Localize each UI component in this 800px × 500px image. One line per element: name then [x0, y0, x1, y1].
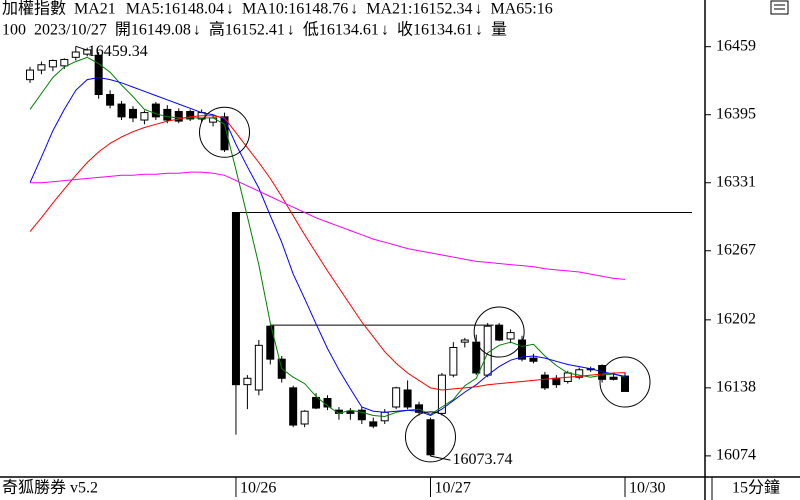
candle-body	[346, 410, 355, 414]
header-text: MA5:16148.04	[126, 1, 224, 18]
highlight-circle	[404, 411, 456, 463]
header-text: ↓	[226, 1, 234, 18]
header-text: MA21	[74, 1, 116, 18]
interval: 15分鐘	[732, 479, 780, 497]
y-tick-label: 16138	[716, 379, 756, 396]
candle-body	[518, 339, 527, 360]
header-text: ↓	[350, 1, 358, 18]
header: 加權指數 MA21 MA5:16148.04 ↓ MA10:16148.76 ↓ MA21:…	[2, 0, 553, 39]
candle-body	[540, 374, 549, 389]
header-text: MA65:16	[491, 1, 553, 18]
y-tick-label: 16395	[716, 105, 756, 122]
header-text: 2023/10/27	[34, 22, 107, 39]
header-text: 高16152.41	[209, 21, 285, 39]
candle-body	[209, 117, 218, 123]
candle-body	[357, 409, 366, 421]
candle-body	[71, 51, 80, 58]
candle-body	[403, 389, 412, 408]
window-icon[interactable]	[770, 0, 789, 15]
candle-body	[231, 211, 240, 386]
candle-body	[266, 325, 275, 360]
candle-body	[460, 339, 469, 343]
x-tick-label: 10/27	[434, 480, 470, 497]
header-text: 100	[2, 22, 26, 39]
header-text: ↓	[381, 22, 389, 39]
candle-body	[37, 64, 46, 71]
candle-body	[60, 58, 69, 67]
candle-body	[392, 387, 401, 408]
candle-body	[117, 103, 126, 118]
candle-body	[26, 69, 34, 81]
candle-body	[289, 387, 298, 426]
y-tick-label: 16459	[716, 37, 756, 54]
candle-body	[426, 419, 435, 456]
header-text: 收16134.61	[397, 21, 473, 39]
candle-body	[94, 54, 103, 96]
header-text: 開16149.08	[115, 22, 191, 39]
mask	[140, 478, 200, 500]
candle-body	[506, 332, 515, 340]
header-text: ↓	[193, 22, 201, 39]
header-text: MA10:16148.76	[242, 1, 348, 18]
candle-body	[163, 108, 172, 121]
candle-body	[254, 344, 263, 391]
candle-body	[48, 60, 57, 68]
candle-body	[128, 108, 137, 119]
candle-body	[369, 421, 378, 427]
candle-body	[106, 94, 115, 106]
high-label: 16459.34	[88, 43, 148, 60]
y-tick-label: 16202	[716, 311, 756, 328]
candle-body	[243, 377, 252, 386]
highlight-circle	[473, 306, 525, 358]
x-tick-label: 10/26	[240, 480, 276, 497]
candle-body	[312, 396, 321, 409]
candle-body	[151, 103, 160, 118]
header-text: 加權指數	[2, 0, 66, 18]
low-pointer	[430, 455, 451, 461]
highlight-circle	[199, 106, 251, 158]
high-pointer	[75, 45, 88, 51]
candle-body	[415, 404, 424, 413]
candle-body	[575, 369, 584, 378]
candle-body	[449, 346, 458, 376]
candle-body	[552, 377, 561, 386]
candle-body	[220, 116, 229, 151]
candle-body	[621, 375, 629, 392]
x-tick-label: 10/30	[629, 480, 665, 497]
candle-body	[437, 374, 446, 414]
candle-body	[529, 357, 538, 362]
header-text: 量	[491, 22, 507, 39]
candle-body	[140, 112, 149, 121]
plot-area: 16459.34 16073.74	[26, 43, 692, 468]
highlight-circle	[599, 356, 651, 408]
candle-body	[495, 324, 504, 341]
candle-body	[174, 111, 183, 122]
header-text: MA21:16152.34	[366, 1, 472, 18]
header-text: 低16134.61	[303, 21, 379, 39]
header-text: ↓	[287, 22, 295, 39]
y-tick-label: 16074	[716, 447, 756, 464]
candle-body	[186, 111, 195, 120]
ma-line	[29, 76, 626, 417]
ma-line	[29, 56, 626, 418]
header-text: ↓	[475, 22, 483, 39]
candle-body	[300, 410, 309, 425]
ma-line	[29, 115, 626, 391]
app-name: 奇狐勝券 v5.2	[2, 479, 98, 497]
candle-body	[609, 376, 618, 380]
y-tick-label: 16331	[716, 173, 756, 190]
y-tick-label: 16267	[716, 241, 756, 258]
low-label: 16073.74	[452, 451, 512, 468]
header-text: ↓	[475, 1, 483, 18]
ma-line	[30, 171, 626, 280]
